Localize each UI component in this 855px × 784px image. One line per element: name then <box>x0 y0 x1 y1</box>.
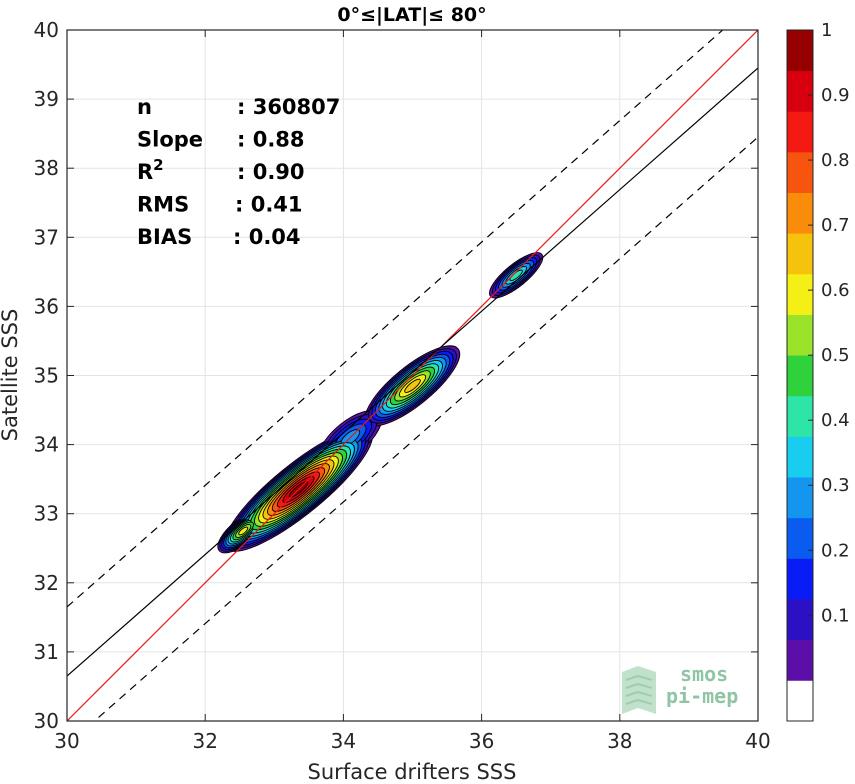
colorbar-segment <box>787 599 813 641</box>
colorbar-segment <box>787 192 813 234</box>
y-axis-label: Satellite SSS <box>0 309 22 442</box>
grid <box>66 29 759 722</box>
colorbar-segment <box>787 111 813 153</box>
y-tick-label: 36 <box>34 294 59 318</box>
colorbar-frame <box>786 29 814 722</box>
colorbar-tick-label: 0.7 <box>821 215 850 236</box>
colorbar-segment <box>787 355 813 397</box>
y-tick-label: 30 <box>34 709 59 733</box>
line-fit <box>67 67 758 677</box>
colorbar-segment <box>787 314 813 356</box>
smos-pi-mep-logo: smos pi-mep <box>622 662 738 714</box>
colorbar-segment <box>787 477 813 519</box>
colorbar-tick-label: 0.5 <box>821 345 850 366</box>
y-tick-label: 35 <box>34 364 59 388</box>
x-axis-ticks: 30 32 34 36 38 40 <box>54 30 771 753</box>
stat-value: : 360807 <box>237 95 340 119</box>
colorbar-tick-label: 0.8 <box>821 150 850 171</box>
y-tick-label: 34 <box>34 433 59 457</box>
x-tick-label: 36 <box>469 729 494 753</box>
watermark-pi-mep: pi-mep <box>666 684 738 708</box>
chart-title: 0°≤|LAT|≤ 80° <box>337 4 486 26</box>
stat-value: : 0.41 <box>235 193 303 217</box>
x-tick-label: 34 <box>331 729 356 753</box>
colorbar-segment <box>787 151 813 193</box>
colorbar-tick-label: 0.6 <box>821 280 850 301</box>
y-tick-label: 37 <box>34 225 59 249</box>
colorbar-segment <box>787 273 813 315</box>
watermark-smos: smos <box>680 662 728 686</box>
y-axis-ticks: 30 31 32 33 34 35 36 37 38 39 40 <box>34 18 758 733</box>
stat-value: : 0.88 <box>237 128 305 152</box>
colorbar-tick-label: 0.1 <box>821 605 850 626</box>
y-tick-label: 39 <box>34 87 59 111</box>
colorbar-segment <box>787 558 813 600</box>
colorbar-tick-label: 0.3 <box>821 475 850 496</box>
colorbar-tick-label: 0.2 <box>821 540 850 561</box>
colorbar-tick-label: 0.4 <box>821 410 850 431</box>
y-tick-label: 32 <box>34 571 59 595</box>
colorbar: 0.1 0.2 0.3 0.4 0.5 0.6 0.7 0.8 0.9 1 <box>786 20 850 722</box>
density-contour-level <box>238 526 249 536</box>
colorbar-segment <box>787 30 813 72</box>
stat-label: n <box>137 95 152 119</box>
stat-label: BIAS <box>137 225 192 249</box>
stat-value: : 0.90 <box>237 160 305 184</box>
colorbar-tick-label: 0.9 <box>821 85 850 106</box>
y-tick-label: 38 <box>34 156 59 180</box>
colorbar-segment <box>787 395 813 437</box>
colorbar-tick-label: 1 <box>821 20 832 41</box>
colorbar-segment <box>787 680 813 722</box>
colorbar-segment <box>787 517 813 559</box>
line-1-1 <box>67 30 758 721</box>
x-tick-label: 38 <box>607 729 632 753</box>
stat-label: Slope <box>137 128 203 152</box>
y-tick-label: 40 <box>34 18 59 42</box>
reference-lines <box>67 30 758 721</box>
colorbar-segment <box>787 639 813 681</box>
colorbar-segment <box>787 70 813 112</box>
x-tick-label: 32 <box>192 729 217 753</box>
colorbar-segment <box>787 233 813 275</box>
x-axis-label: Surface drifters SSS <box>308 760 517 784</box>
stat-label: RMS <box>137 193 189 217</box>
x-tick-label: 40 <box>745 729 770 753</box>
x-tick-label: 30 <box>54 729 79 753</box>
y-tick-label: 31 <box>34 640 59 664</box>
density-contour-level <box>404 378 421 393</box>
stat-value: : 0.04 <box>233 225 301 249</box>
colorbar-segment <box>787 436 813 478</box>
y-tick-label: 33 <box>34 502 59 526</box>
